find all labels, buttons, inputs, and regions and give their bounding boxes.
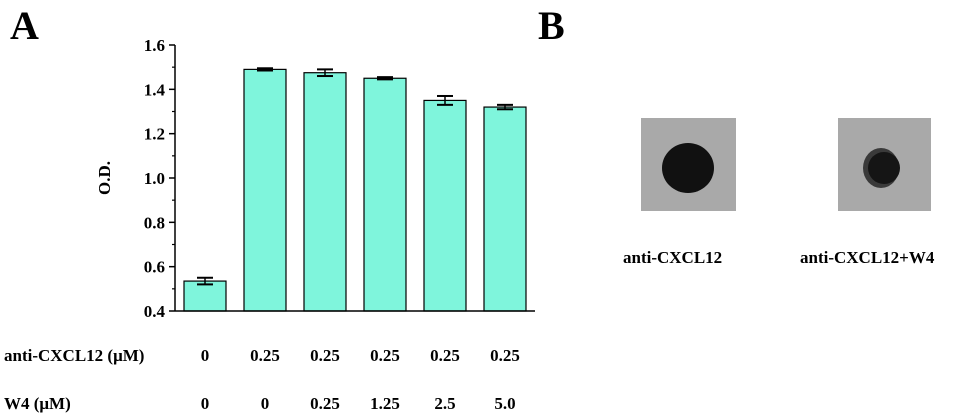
row-value: 5.0 bbox=[494, 394, 515, 413]
y-tick-label: 0.8 bbox=[144, 213, 165, 232]
blot-caption-1: anti-CXCL12 bbox=[623, 248, 723, 267]
y-tick-label: 1.2 bbox=[144, 125, 165, 144]
bar bbox=[483, 106, 527, 312]
row-value: 0 bbox=[201, 394, 210, 413]
row-value: 0.25 bbox=[370, 346, 400, 365]
blot-image-2 bbox=[838, 118, 931, 211]
y-tick-label: 1.6 bbox=[144, 36, 165, 55]
row-value: 0.25 bbox=[310, 394, 340, 413]
row-value: 0.25 bbox=[250, 346, 280, 365]
y-tick-label: 0.6 bbox=[144, 258, 165, 277]
bar bbox=[243, 68, 287, 312]
row-value: 0.25 bbox=[490, 346, 520, 365]
y-tick-label: 0.4 bbox=[144, 302, 166, 321]
bar-chart: 0.4 0.6 0.8 1.0 1.2 1.4 1.6 O.D. anti-CXCL12 (μM… bbox=[4, 36, 535, 413]
row-value: 0.25 bbox=[310, 346, 340, 365]
blot-image-1 bbox=[641, 118, 736, 211]
row-value: 0 bbox=[201, 346, 210, 365]
row-label: W4 (μM) bbox=[4, 394, 71, 413]
panel-b-label: B bbox=[538, 3, 565, 48]
row-value: 0 bbox=[261, 394, 270, 413]
bar bbox=[363, 77, 407, 312]
bar bbox=[423, 99, 467, 312]
row-label: anti-CXCL12 (μM) bbox=[4, 346, 144, 365]
y-tick-label: 1.0 bbox=[144, 169, 165, 188]
y-axis-label: O.D. bbox=[95, 161, 114, 195]
blot-caption-2: anti-CXCL12+W4 bbox=[800, 248, 935, 267]
bar bbox=[303, 72, 347, 312]
y-tick-label: 1.4 bbox=[144, 80, 166, 99]
bar bbox=[183, 280, 227, 312]
panel-a-label: A bbox=[10, 3, 39, 48]
dark-spot-icon bbox=[662, 143, 714, 193]
row-value: 1.25 bbox=[370, 394, 400, 413]
row-value: 2.5 bbox=[434, 394, 455, 413]
row-value: 0.25 bbox=[430, 346, 460, 365]
faint-spot-icon bbox=[863, 148, 900, 188]
